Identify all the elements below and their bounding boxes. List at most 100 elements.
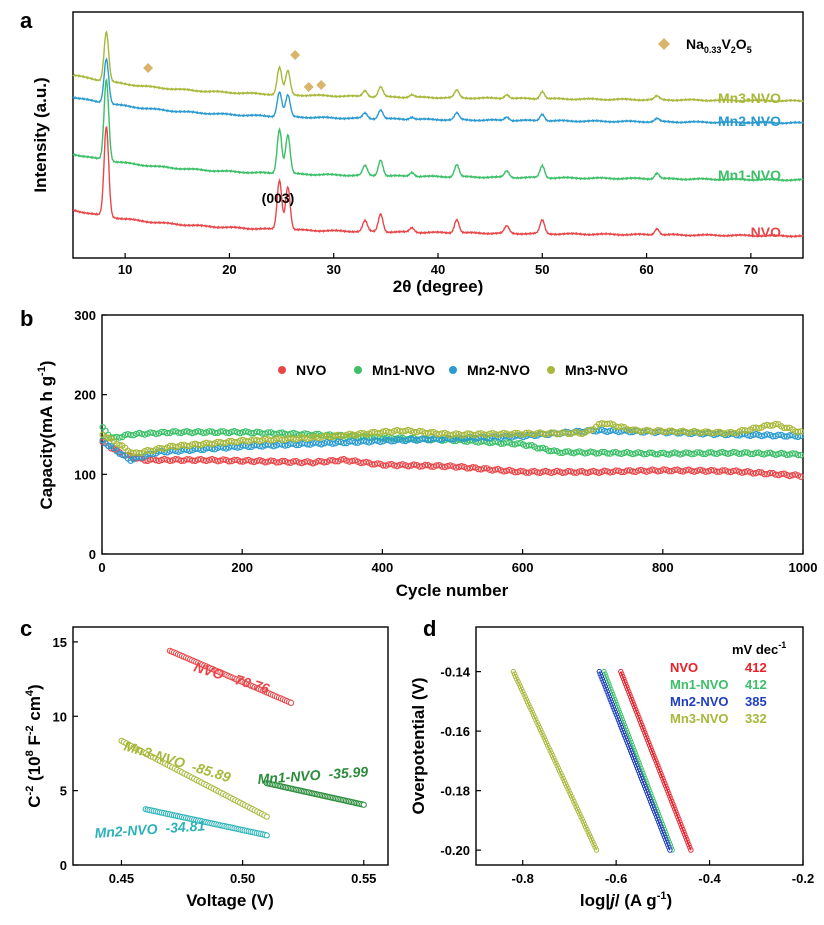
capacity-point-mn1-nvo <box>576 448 583 455</box>
capacity-point-nvo <box>660 466 667 473</box>
capacity-point-mn1-nvo <box>741 449 749 456</box>
capacity-point-mn2-nvo <box>424 437 432 444</box>
tafel-legend-value-mn2-nvo: 385 <box>745 694 767 709</box>
capacity-point-mn1-nvo <box>525 442 533 449</box>
panel-d-legend-header: mV dec-1 <box>732 640 786 657</box>
legend-na033v2o5-label: Na0.33V2O5 <box>686 36 752 55</box>
capacity-point-nvo <box>458 463 465 470</box>
capacity-point-mn1-nvo <box>200 429 207 437</box>
capacity-point-nvo <box>719 467 726 474</box>
xrd-series-label-mn1-nvo: Mn1-NVO <box>718 167 781 183</box>
panel-b-x-axis-label: Cycle number <box>396 581 509 600</box>
panel-c-ytick-label: 0 <box>60 858 67 873</box>
capacity-point-mn3-nvo <box>183 442 190 450</box>
panel-c-ytick-label: 5 <box>60 784 67 799</box>
tafel-legend-value-mn1-nvo: 412 <box>745 677 767 692</box>
capacity-point-mn3-nvo <box>797 428 805 435</box>
capacity-point-mn1-nvo <box>259 430 266 437</box>
capacity-point-nvo <box>565 467 572 475</box>
capacity-point-mn3-nvo <box>654 427 662 434</box>
panel-d-ytick-label: -0.18 <box>440 784 470 799</box>
capacity-point-mn3-nvo <box>203 439 210 446</box>
panel-a-legend: Na0.33V2O5 <box>658 36 752 55</box>
capacity-point-mn1-nvo <box>593 450 600 457</box>
capacity-point-mn2-nvo <box>797 432 805 440</box>
capacity-point-mn1-nvo <box>211 429 219 436</box>
capacity-point-mn3-nvo <box>262 435 269 443</box>
capacity-point-mn3-nvo <box>458 432 465 439</box>
capacity-point-mn1-nvo <box>236 429 244 437</box>
capacity-point-mn2-nvo <box>365 439 373 446</box>
capacity-point-mn3-nvo <box>755 425 763 432</box>
capacity-point-mn1-nvo <box>629 450 636 458</box>
capacity-point-nvo <box>267 457 275 464</box>
ms-label-mn1-nvo: Mn1-NVO -35.99 <box>257 763 369 787</box>
capacity-point-mn3-nvo <box>511 429 519 437</box>
capacity-point-mn2-nvo <box>419 435 426 442</box>
capacity-point-mn3-nvo <box>315 434 322 442</box>
capacity-point-mn3-nvo <box>436 431 443 438</box>
capacity-point-mn3-nvo <box>794 428 802 435</box>
panel-b-cycling-chart: Cycle number Capacity(mA h g-1) 0 200 400 6… <box>36 308 817 600</box>
ms-point-mn3-nvo <box>263 813 270 820</box>
capacity-point-mn2-nvo <box>775 431 782 438</box>
capacity-point-mn3-nvo <box>500 429 507 437</box>
tafel-legend-value-nvo: 412 <box>745 660 767 675</box>
xrd-series-label-nvo: NVO <box>751 224 781 240</box>
capacity-point-mn3-nvo <box>587 426 594 434</box>
capacity-point-mn1-nvo <box>797 451 805 459</box>
capacity-point-mn2-nvo <box>769 433 777 440</box>
panel-c-xtick-label: 0.45 <box>109 871 134 886</box>
panel-d-xtick-label: -0.2 <box>792 871 814 886</box>
capacity-point-nvo <box>696 466 704 473</box>
capacity-point-mn1-nvo <box>736 450 743 458</box>
capacity-point-mn3-nvo <box>279 436 286 443</box>
capacity-point-nvo <box>447 462 454 469</box>
capacity-point-mn1-nvo <box>135 429 143 437</box>
capacity-point-mn1-nvo <box>677 451 684 458</box>
capacity-point-mn3-nvo <box>346 430 353 437</box>
capacity-point-mn1-nvo <box>719 448 726 456</box>
capacity-point-nvo <box>708 466 715 474</box>
capacity-point-mn2-nvo <box>281 442 289 449</box>
capacity-point-mn1-nvo <box>794 451 802 459</box>
capacity-point-mn1-nvo <box>730 448 737 456</box>
xrd-series-label-mn3-nvo: Mn3-NVO <box>718 90 781 106</box>
capacity-point-mn2-nvo <box>430 435 437 442</box>
xrd-series-mn2-nvo <box>72 57 804 126</box>
capacity-point-mn1-nvo <box>688 451 695 458</box>
capacity-point-nvo <box>256 457 263 464</box>
capacity-point-mn1-nvo <box>242 428 249 435</box>
capacity-point-mn3-nvo <box>191 440 199 447</box>
capacity-point-mn3-nvo <box>649 428 656 436</box>
capacity-point-nvo <box>304 458 311 465</box>
ms-series-mn2-nvo <box>142 806 270 839</box>
capacity-point-mn1-nvo <box>158 428 165 436</box>
capacity-point-mn3-nvo <box>357 429 364 437</box>
panel-a-xrd-chart: 2θ (degree) Intensity (a.u.) 10 20 30 40 50 6… <box>31 11 804 296</box>
tafel-series-nvo <box>618 668 694 853</box>
capacity-point-mn3-nvo <box>691 427 698 435</box>
tafel-legend-name-mn1-nvo: Mn1-NVO <box>670 677 729 692</box>
panel-a-xtick-label: 30 <box>326 262 340 277</box>
tafel-fit-nvo <box>620 671 692 851</box>
capacity-point-nvo <box>231 456 238 464</box>
capacity-point-nvo <box>506 466 513 474</box>
panel-a-x-axis-label: 2θ (degree) <box>393 277 483 296</box>
capacity-point-mn2-nvo <box>105 442 112 449</box>
capacity-point-mn3-nvo <box>256 437 263 445</box>
ms-series-mn1-nvo <box>263 780 367 808</box>
capacity-point-nvo <box>775 471 782 479</box>
capacity-point-mn3-nvo <box>393 426 401 434</box>
panel-d-ytick-label: -0.16 <box>440 724 470 739</box>
capacity-series-mn3-nvo <box>99 420 805 457</box>
legend-marker-mn1-nvo <box>354 366 362 374</box>
capacity-point-nvo <box>363 458 370 466</box>
capacity-point-nvo <box>744 468 751 475</box>
panel-b-ytick-label: 300 <box>74 308 96 323</box>
capacity-point-nvo <box>618 468 625 476</box>
capacity-point-nvo <box>161 455 168 463</box>
capacity-point-nvo <box>399 461 406 468</box>
ms-point-nvo <box>288 699 295 707</box>
capacity-point-nvo <box>155 457 162 465</box>
